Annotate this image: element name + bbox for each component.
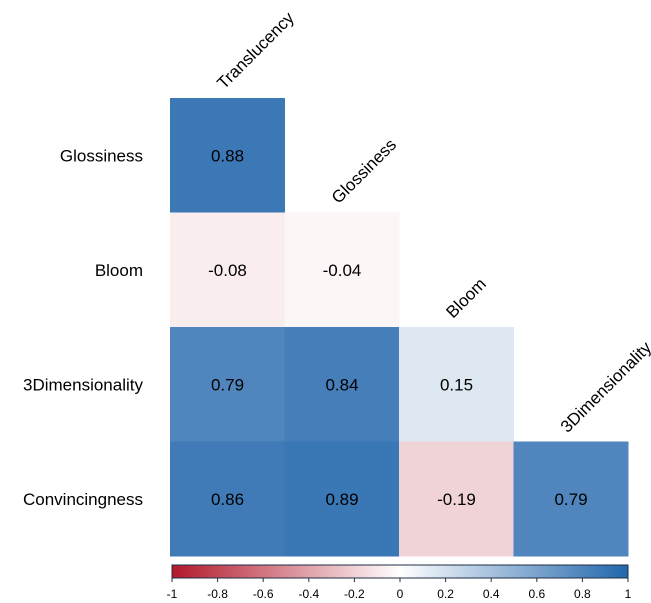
heatmap-cell bbox=[284, 327, 400, 442]
cell-value-label: 0.84 bbox=[325, 376, 358, 395]
cell-value-label: -0.08 bbox=[208, 261, 247, 280]
cell-value-label: 0.15 bbox=[440, 376, 473, 395]
colorbar-tick-label: -0.6 bbox=[253, 587, 274, 601]
cell-value-label: 0.89 bbox=[325, 490, 358, 509]
row-labels: Glossiness Bloom 3Dimensionality Convincing… bbox=[23, 147, 144, 510]
cell-value-labels: 0.88 -0.08 -0.04 0.79 0.84 0.15 0.86 0.89 -0.19 0… bbox=[208, 147, 587, 510]
colorbar-tick-label: 0.8 bbox=[574, 587, 591, 601]
heatmap-cell bbox=[284, 212, 400, 328]
column-label-bloom: Bloom bbox=[442, 274, 490, 322]
column-label-translucency: Translucency bbox=[213, 8, 298, 93]
colorbar-gradient bbox=[171, 564, 629, 579]
cell-value-label: 0.79 bbox=[211, 376, 244, 395]
colorbar-tick-label: -0.2 bbox=[344, 587, 365, 601]
row-label-glossiness: Glossiness bbox=[60, 147, 143, 166]
cell-value-label: -0.04 bbox=[323, 261, 362, 280]
colorbar: -1 -0.8 -0.6 -0.4 -0.2 0 0.2 0.4 0.6 0.8 1 bbox=[167, 564, 632, 601]
heatmap-cell bbox=[170, 327, 285, 442]
colorbar-tick-label: -0.4 bbox=[298, 587, 319, 601]
colorbar-tick-label: 0.6 bbox=[528, 587, 545, 601]
colorbar-tick-label: 0 bbox=[397, 587, 404, 601]
column-label-glossiness: Glossiness bbox=[328, 135, 400, 207]
heatmap-cell bbox=[284, 441, 400, 557]
cell-value-label: -0.19 bbox=[437, 490, 476, 509]
heatmap-cell bbox=[170, 212, 285, 328]
column-label-3dimensionality: 3Dimensionality bbox=[557, 338, 651, 437]
heatmap-cells bbox=[170, 98, 629, 557]
cell-value-label: 0.88 bbox=[211, 147, 244, 166]
row-label-convincingness: Convincingness bbox=[23, 490, 143, 509]
colorbar-tick-label: 0.4 bbox=[483, 587, 500, 601]
colorbar-tick-label: -0.8 bbox=[207, 587, 228, 601]
heatmap-cell bbox=[399, 327, 514, 442]
heatmap-cell bbox=[170, 98, 285, 213]
heatmap-cell bbox=[513, 441, 629, 557]
heatmap-cell bbox=[399, 441, 514, 557]
heatmap-cell bbox=[170, 441, 285, 557]
cell-value-label: 0.86 bbox=[211, 490, 244, 509]
colorbar-tick-label: 0.2 bbox=[437, 587, 454, 601]
row-label-bloom: Bloom bbox=[95, 261, 143, 280]
cell-value-label: 0.79 bbox=[554, 490, 587, 509]
row-label-3dimensionality: 3Dimensionality bbox=[23, 376, 143, 395]
colorbar-tick-label: 1 bbox=[625, 587, 632, 601]
colorbar-tick-label: -1 bbox=[167, 587, 178, 601]
